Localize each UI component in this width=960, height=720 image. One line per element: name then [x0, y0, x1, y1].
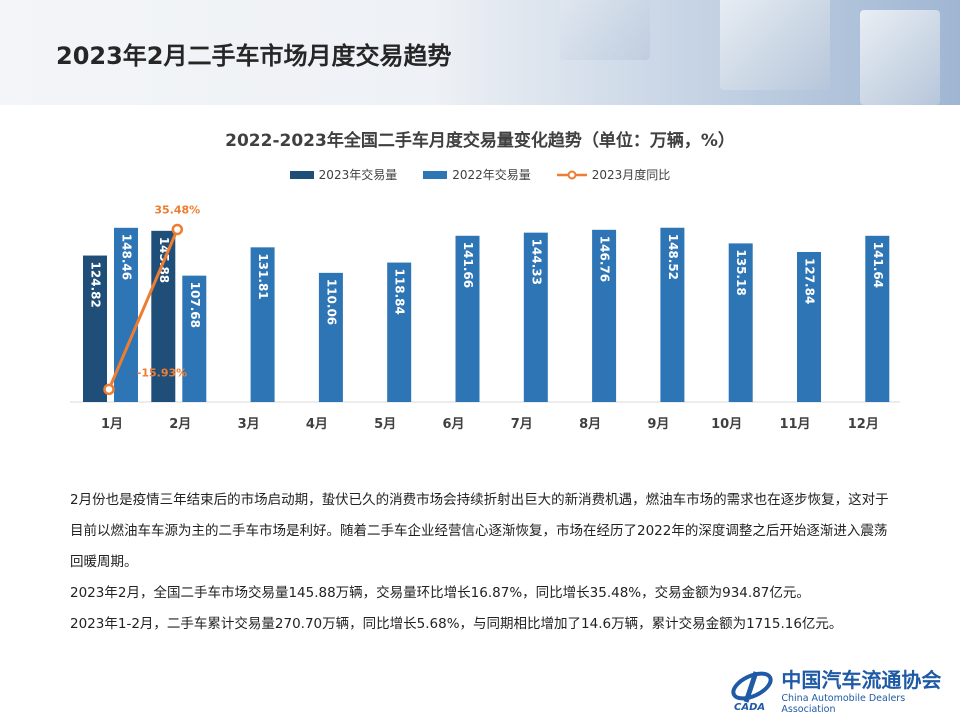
decor-cube: [560, 0, 650, 60]
legend-label: 2023年交易量: [318, 168, 398, 182]
paragraph: 2023年1-2月，二手车累计交易量270.70万辆，同比增长5.68%，与同期…: [70, 616, 843, 632]
bar-data-label: 144.33: [529, 239, 543, 285]
x-tick-label: 8月: [579, 417, 601, 432]
bar-2022: [797, 252, 821, 402]
bar-data-label: 141.66: [461, 242, 475, 288]
x-tick-label: 6月: [442, 417, 464, 432]
yoy-point: [171, 223, 184, 236]
yoy-data-label: 35.48%: [154, 203, 200, 216]
x-tick-label: 2月: [169, 417, 191, 432]
bar-data-label: 146.76: [598, 236, 612, 282]
paragraph: 2月份也是疫情三年结束后的市场启动期，蛰伏已久的消费市场会持续折射出巨大的新消费…: [70, 492, 889, 570]
cada-logo: CADA 中国汽车流通协会 China Automobile Dealers As…: [728, 664, 960, 715]
page-title: 2023年2月二手车市场月度交易趋势: [56, 42, 452, 70]
bar-2022: [455, 235, 480, 402]
logo-name: 中国汽车流通协会: [781, 668, 942, 692]
bar-2022: [182, 275, 207, 402]
bar-data-label: 107.68: [188, 282, 202, 328]
x-tick-label: 1月: [101, 417, 123, 432]
bar-2022: [523, 232, 548, 402]
bar-data-label: 118.84: [393, 269, 407, 315]
legend-line-icon: [556, 170, 587, 179]
legend-swatch: [423, 170, 448, 179]
bar-2022: [114, 227, 138, 402]
body-text: 2月份也是疫情三年结束后的市场启动期，蛰伏已久的消费市场会持续折射出巨大的新消费…: [70, 485, 900, 640]
chart-legend: 2023年交易量 2022年交易量 2023月度同比: [0, 166, 960, 183]
bar-2022: [250, 247, 275, 402]
yoy-point: [103, 383, 115, 396]
legend-item-2023: 2023年交易量: [289, 166, 398, 183]
bar-data-label: 148.52: [666, 234, 680, 280]
x-tick-label: 4月: [306, 417, 328, 432]
bar-data-label: 135.18: [734, 249, 748, 295]
x-tick-label: 5月: [374, 417, 396, 432]
paragraph: 2023年2月，全国二手车市场交易量145.88万辆，交易量环比增长16.87%…: [70, 585, 810, 601]
legend-swatch: [289, 170, 314, 179]
x-tick-label: 9月: [647, 417, 669, 432]
bar-2022: [865, 235, 890, 402]
x-tick-label: 3月: [238, 417, 260, 432]
bar-2022: [660, 227, 685, 402]
bar-data-label: 110.06: [324, 279, 338, 325]
legend-item-yoy: 2023月度同比: [556, 166, 671, 183]
x-tick-label: 10月: [711, 417, 742, 432]
bar-data-label: 124.82: [89, 262, 103, 308]
svg-text:CADA: CADA: [734, 702, 765, 712]
bar-2023: [83, 255, 107, 402]
yoy-line: [107, 228, 179, 390]
x-tick-label: 12月: [848, 417, 879, 432]
chart-title: 2022-2023年全国二手车月度交易量变化趋势（单位：万辆，%）: [225, 131, 735, 151]
logo-english: China Automobile Dealers Association: [781, 693, 906, 715]
legend-item-2022: 2022年交易量: [423, 166, 531, 183]
bar-2022: [728, 243, 753, 402]
bar-2022: [387, 262, 412, 402]
header-banner: 2023年2月二手车市场月度交易趋势: [0, 0, 960, 105]
bar-data-label: 141.64: [871, 242, 885, 288]
decor-cube: [720, 0, 830, 90]
legend-label: 2023月度同比: [591, 168, 671, 182]
x-tick-label: 7月: [511, 417, 533, 432]
decor-cube: [860, 10, 940, 105]
legend-label: 2022年交易量: [452, 168, 531, 182]
bar-data-label: 127.84: [803, 258, 817, 304]
bar-2022: [318, 272, 343, 402]
chart-plot: 1月 2月 3月 4月 5月 6月 7月 8月 9月 10月 11月 12月124.82145.881…: [70, 203, 900, 432]
bar-data-label: 148.46: [120, 234, 134, 280]
cada-logo-mark: CADA: [731, 670, 773, 712]
bar-data-label: 131.81: [256, 253, 270, 299]
x-tick-label: 11月: [779, 417, 810, 432]
yoy-data-label: -15.93%: [137, 366, 187, 379]
bar-2022: [592, 229, 617, 402]
